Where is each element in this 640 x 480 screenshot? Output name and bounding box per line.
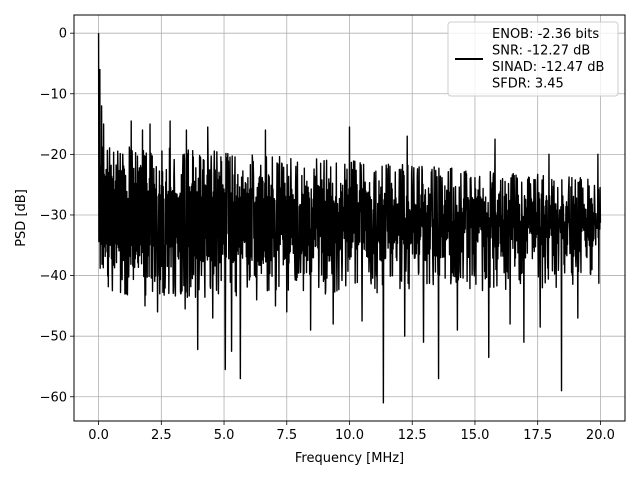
- y-tick-label: −30: [40, 208, 67, 223]
- axis-ticks: 0.0 2.5 5.0 7.5 10.0 12.5 15.0 17.5 20.0 0 −10 −20 −…: [40, 27, 615, 443]
- legend-box: [447, 21, 619, 97]
- x-tick-label: 12.5: [398, 428, 427, 443]
- x-tick-label: 17.5: [523, 428, 552, 443]
- y-tick-label: −50: [40, 330, 67, 345]
- x-tick-label: 5.0: [214, 428, 235, 443]
- x-tick-label: 0.0: [88, 428, 109, 443]
- plot-area: [97, 33, 602, 404]
- x-tick-label: 2.5: [151, 428, 172, 443]
- legend: ENOB: -2.36 bits SNR: -12.27 dB SINAD: -12…: [447, 21, 619, 97]
- legend-line-1: SNR: -12.27 dB: [492, 44, 590, 59]
- legend-line-2: SINAD: -12.47 dB: [492, 60, 604, 75]
- y-tick-label: 0: [59, 27, 67, 42]
- x-tick-label: 10.0: [335, 428, 364, 443]
- x-tick-label: 20.0: [586, 428, 615, 443]
- y-tick-label: −10: [40, 87, 67, 102]
- x-tick-label: 7.5: [276, 428, 297, 443]
- x-tick-label: 15.0: [460, 428, 489, 443]
- psd-series-line: [97, 33, 602, 404]
- x-axis-label: Frequency [MHz]: [295, 451, 404, 466]
- legend-line-0: ENOB: -2.36 bits: [492, 27, 599, 42]
- y-tick-label: −60: [40, 390, 67, 405]
- y-tick-label: −40: [40, 269, 67, 284]
- legend-entry-label: ENOB: -2.36 bits SNR: -12.27 dB SINAD: -12…: [492, 27, 604, 92]
- y-tick-label: −20: [40, 148, 67, 163]
- legend-line-3: SFDR: 3.45: [492, 77, 564, 92]
- y-axis-label: PSD [dB]: [14, 189, 29, 247]
